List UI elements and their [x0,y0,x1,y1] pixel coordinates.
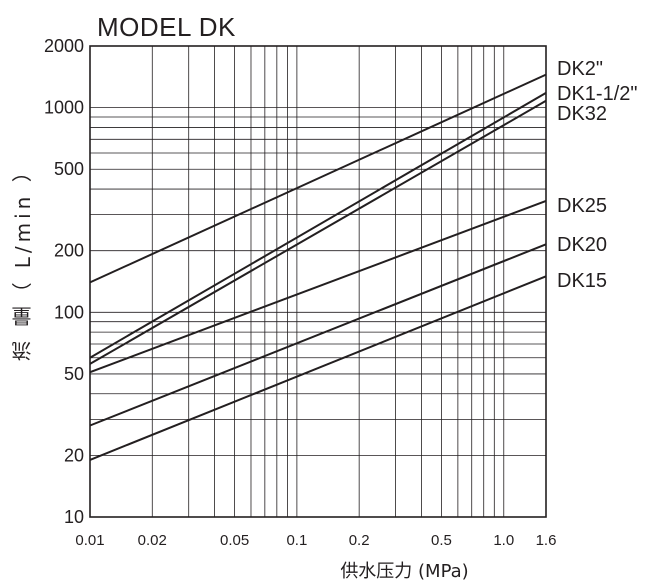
x-tick-labels: 0.01 0.02 0.05 0.1 0.2 0.5 1.0 1.6 [75,532,556,549]
x-tick-label: 0.01 [75,532,104,549]
series-line [89,99,547,365]
y-axis-label: 流 量（ L/min ） [11,158,35,362]
y-tick-label: 50 [64,364,84,384]
grid [89,45,547,518]
series-label: DK20 [557,234,607,256]
x-tick-label: 1.6 [536,532,557,549]
series-line [89,243,547,427]
y-tick-label: 20 [64,445,84,465]
series-line [89,275,547,461]
y-tick-labels: 10 20 50 100 200 500 1000 2000 [44,36,84,527]
series-label: DK15 [557,270,607,292]
series-line [89,92,547,359]
y-tick-label: 200 [54,241,84,261]
x-axis-label: 供水压力 (MPa) [0,557,654,583]
x-axis-label-text: 供水压力 (MPa) [340,561,469,582]
x-tick-label: 1.0 [493,532,514,549]
y-tick-label: 2000 [44,36,84,56]
x-tick-label: 0.05 [220,532,249,549]
series-label: DK2" [557,58,603,80]
y-tick-label: 1000 [44,98,84,118]
series-label: DK32 [557,103,607,125]
x-tick-label: 0.02 [138,532,167,549]
series-label: DK25 [557,195,607,217]
x-tick-label: 0.1 [286,532,307,549]
chart-title: MODEL DK [97,12,236,42]
y-tick-label: 100 [54,302,84,322]
x-tick-label: 0.5 [431,532,452,549]
y-tick-label: 500 [54,159,84,179]
series-label: DK1-1/2" [557,83,637,105]
x-tick-label: 0.2 [349,532,370,549]
series-line [89,73,547,284]
series-labels: DK2" DK1-1/2"DK32 DK25 DK20 DK15 [557,58,637,292]
series-lines [89,73,547,461]
series-line [89,199,547,374]
y-tick-label: 10 [64,507,84,527]
